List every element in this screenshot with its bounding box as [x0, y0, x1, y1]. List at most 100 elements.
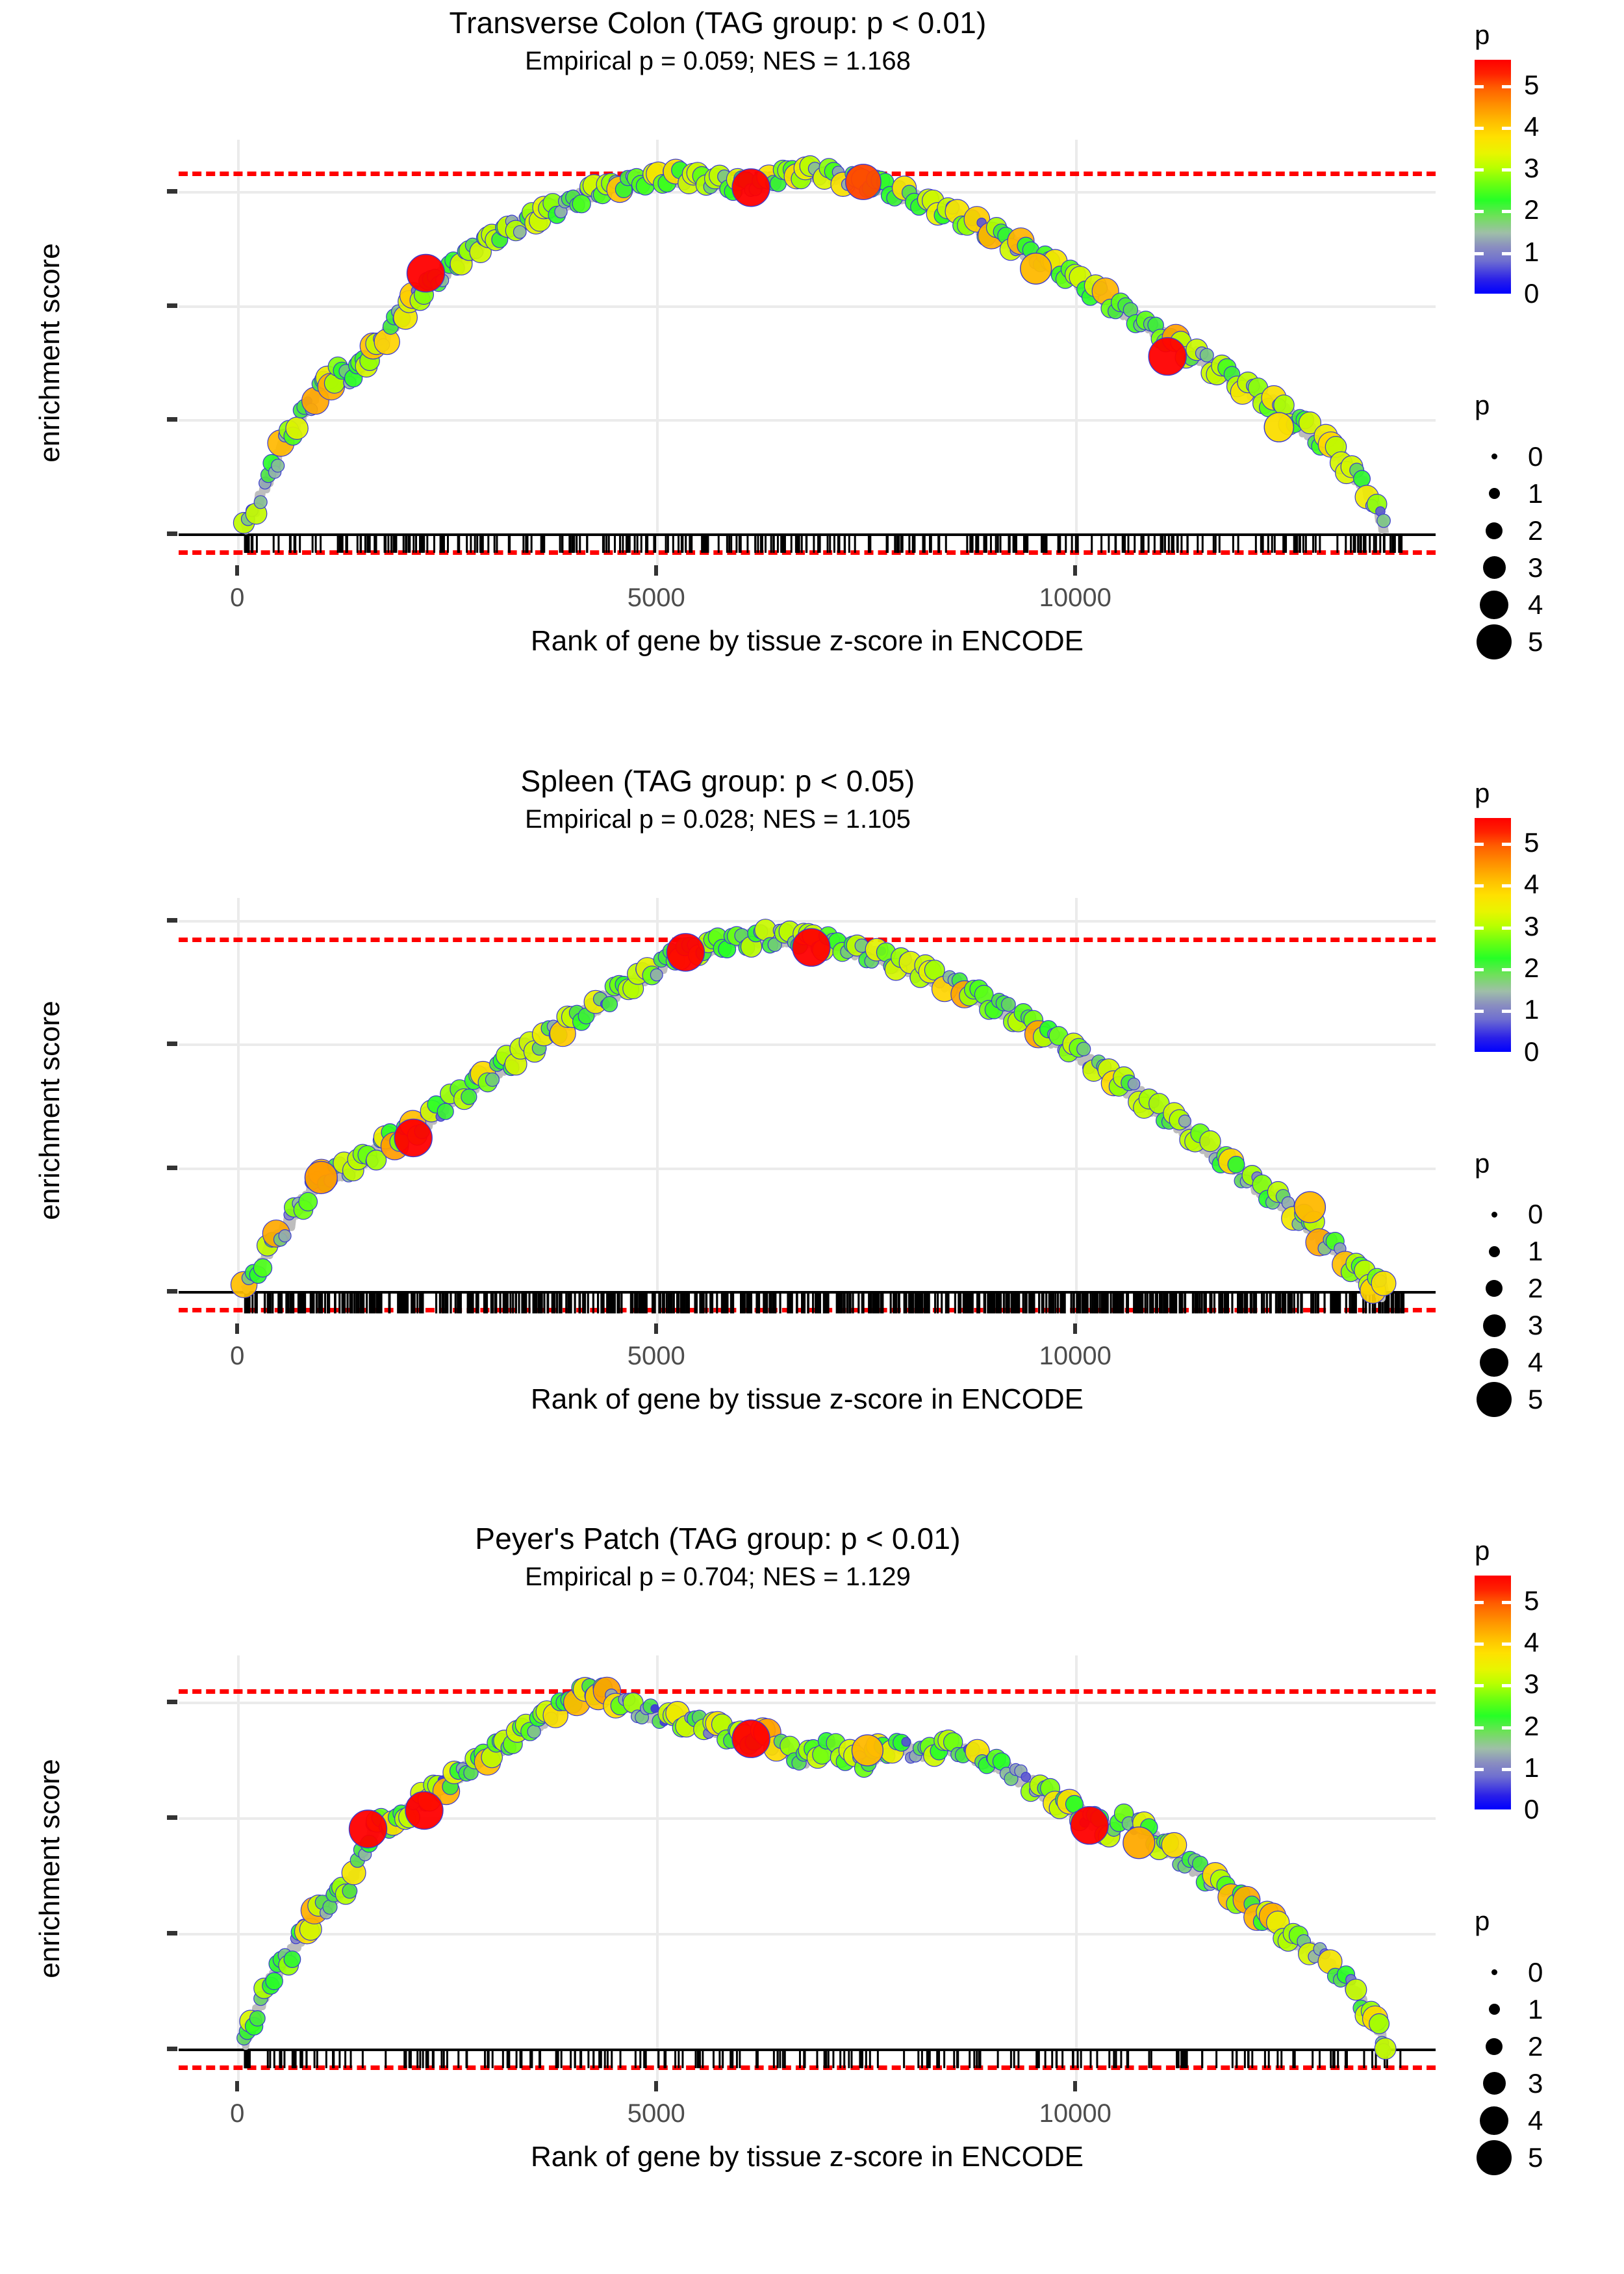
- size-legend-dot-box: [1475, 1382, 1514, 1418]
- size-legend-label: 3: [1528, 2067, 1543, 2099]
- color-legend: p 5 4 3 2 1 0: [1475, 19, 1539, 309]
- x-axis-tick-label: 0: [230, 1341, 245, 1370]
- significant-gene-points: [406, 164, 1295, 442]
- enrichment-point: [1345, 1978, 1367, 2001]
- enrichment-point: [1076, 1041, 1091, 1056]
- plot-frame: [179, 140, 1436, 565]
- x-axis-tick-mark: [235, 565, 240, 576]
- panel-title: Spleen (TAG group: p < 0.05): [520, 763, 915, 798]
- color-legend-title: p: [1475, 19, 1490, 50]
- enrichment-point: [298, 1192, 318, 1212]
- x-axis-tick-label: 5000: [627, 2099, 685, 2128]
- color-scale-tick: [1502, 1684, 1511, 1688]
- x-axis-tick-mark: [1073, 2081, 1078, 2092]
- enrichment-point: [650, 1704, 659, 1713]
- y-axis-title: enrichment score: [34, 1758, 66, 1978]
- size-legend-dot: [1486, 2038, 1503, 2055]
- x-axis-tick-label: 10000: [1039, 2099, 1111, 2128]
- color-scale-tick: [1502, 1726, 1511, 1730]
- color-scale-tick: [1475, 1642, 1484, 1646]
- size-legend-dot: [1482, 1314, 1506, 1337]
- enrichment-point: [437, 1103, 454, 1120]
- x-axis-title: Rank of gene by tissue z-score in ENCODE: [530, 2141, 1084, 2173]
- size-legend-label: 2: [1528, 1273, 1543, 1304]
- color-scale-tick-label: 3: [1524, 1668, 1540, 1700]
- color-scale-tick: [1502, 1600, 1511, 1604]
- significant-gene-point: [845, 164, 882, 200]
- size-legend-dot-box: [1475, 1348, 1514, 1377]
- color-scale-tick-label: 5: [1524, 1585, 1540, 1616]
- y-axis-title: enrichment score: [34, 1001, 66, 1220]
- size-legend-dot-box: [1475, 2072, 1514, 2095]
- size-legend-label: 0: [1528, 1199, 1543, 1230]
- color-scale-tick-label: 2: [1524, 1710, 1540, 1741]
- size-legend-label: 5: [1528, 2141, 1543, 2173]
- size-legend-dot: [1488, 488, 1500, 499]
- size-legend-dot: [1491, 1211, 1497, 1218]
- gridline-vertical: [1075, 897, 1078, 1323]
- color-scale-tick: [1502, 1767, 1511, 1771]
- gridline-horizontal: [179, 1933, 1436, 1936]
- color-scale-tick: [1475, 968, 1484, 972]
- enrichment-point: [602, 995, 618, 1012]
- significant-gene-point: [1070, 1806, 1109, 1845]
- enrichment-points: [236, 1676, 1397, 2060]
- size-legend-label: 0: [1528, 1956, 1543, 1987]
- size-legend-item: 4: [1475, 586, 1543, 623]
- size-legend-dot: [1491, 454, 1497, 459]
- size-legend-dot-box: [1475, 1246, 1514, 1257]
- size-legend-dot-box: [1475, 1314, 1514, 1337]
- max-enrichment-score-line: [179, 1689, 1436, 1694]
- color-scale-tick-label: 5: [1524, 827, 1540, 858]
- size-legend-dot-box: [1475, 1211, 1514, 1218]
- size-legend-item: 2: [1475, 512, 1543, 549]
- size-legend-item: 1: [1475, 1233, 1543, 1270]
- significant-gene-point: [1293, 1190, 1326, 1223]
- size-legend-item: 5: [1475, 623, 1543, 660]
- color-scale-tick: [1502, 84, 1511, 88]
- enrichment-point: [249, 2010, 266, 2027]
- size-legend-dot: [1480, 590, 1508, 619]
- size-legend-title: p: [1475, 1906, 1490, 1937]
- size-legend-label: 2: [1528, 2030, 1543, 2062]
- y-axis-tick-mark: [167, 1815, 177, 1820]
- color-scale-tick-label: 3: [1524, 153, 1540, 184]
- size-legend-dot-box: [1475, 556, 1514, 579]
- x-axis-tick-mark: [654, 2081, 659, 2092]
- plot-area: 0.00.10.20.30500010000: [167, 897, 1436, 1370]
- enrichment-points: [230, 918, 1397, 1304]
- size-legend-dot: [1482, 2072, 1506, 2095]
- size-legend-item: 3: [1475, 2065, 1543, 2102]
- color-scale-tick: [1502, 1809, 1511, 1813]
- color-scale-tick: [1502, 1010, 1511, 1014]
- color-legend: p 5 4 3 2 1 0: [1475, 778, 1539, 1067]
- color-scale-bar: 5 4 3 2 1 0: [1475, 817, 1539, 1067]
- y-axis-tick-mark: [167, 303, 177, 308]
- plot-area: 0.00.10.20.30500010000: [167, 140, 1436, 612]
- size-legend-dot-box: [1475, 2038, 1514, 2055]
- panel-spleen: Spleen (TAG group: p < 0.05) Empirical p …: [0, 758, 1624, 1516]
- size-legend-dot: [1488, 1246, 1500, 1257]
- x-axis-tick-label: 0: [230, 2099, 245, 2128]
- size-legend-label: 1: [1528, 1236, 1543, 1267]
- size-legend-dot: [1482, 556, 1506, 579]
- gridline-vertical: [656, 897, 659, 1323]
- color-scale-tick: [1475, 1684, 1484, 1688]
- size-legend-item: 0: [1475, 438, 1543, 475]
- x-axis-tick-mark: [654, 565, 659, 576]
- significant-gene-point: [1263, 412, 1295, 442]
- color-scale-tick: [1475, 1600, 1484, 1604]
- enrichment-point: [1227, 1155, 1245, 1173]
- enrichment-point: [342, 1883, 358, 1899]
- enrichment-point: [1199, 1130, 1221, 1152]
- size-legend-dot: [1480, 2106, 1508, 2135]
- size-legend-dot-box: [1475, 2004, 1514, 2015]
- enrichment-point: [1352, 470, 1371, 488]
- size-legend-item: 0: [1475, 1954, 1543, 1991]
- color-scale-tick: [1475, 210, 1484, 214]
- significant-gene-point: [406, 253, 446, 293]
- y-axis-tick-mark: [167, 417, 177, 422]
- x-axis-tick-mark: [235, 1323, 240, 1334]
- enrichment-point: [285, 416, 309, 441]
- x-axis-tick-mark: [654, 1323, 659, 1334]
